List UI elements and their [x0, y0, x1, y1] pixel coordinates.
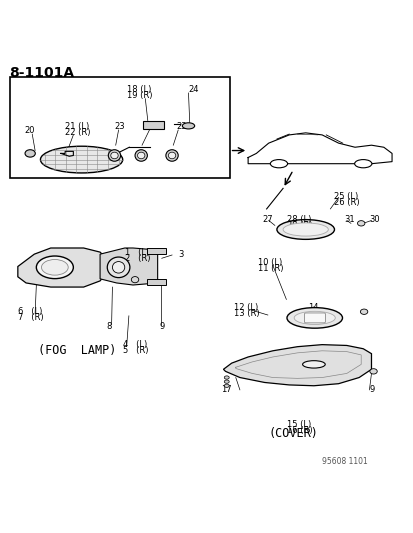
Text: 26 (R): 26 (R)	[334, 198, 359, 207]
Bar	[143, 120, 164, 129]
Text: 24: 24	[188, 85, 199, 94]
Text: 15 (L): 15 (L)	[287, 421, 311, 429]
Text: 7   (R): 7 (R)	[18, 313, 43, 322]
Ellipse shape	[111, 152, 118, 159]
Text: 9: 9	[159, 321, 164, 330]
Text: 21 (L): 21 (L)	[65, 122, 89, 131]
Text: 25 (L): 25 (L)	[334, 192, 358, 201]
Ellipse shape	[224, 384, 229, 387]
Text: 23: 23	[114, 122, 125, 131]
Ellipse shape	[107, 257, 130, 278]
Text: 1   (L): 1 (L)	[124, 248, 149, 256]
Bar	[9, 77, 229, 178]
Text: 11 (R): 11 (R)	[258, 264, 283, 273]
Ellipse shape	[166, 150, 178, 161]
Text: 17: 17	[221, 385, 231, 394]
Ellipse shape	[108, 150, 120, 161]
Bar	[147, 279, 166, 285]
Ellipse shape	[224, 376, 229, 379]
Text: 12 (L): 12 (L)	[233, 303, 257, 312]
Text: 30: 30	[368, 215, 379, 224]
Ellipse shape	[270, 159, 287, 168]
Text: 13 (R): 13 (R)	[233, 309, 259, 318]
Text: 22 (R): 22 (R)	[65, 128, 90, 138]
FancyBboxPatch shape	[304, 313, 325, 323]
Ellipse shape	[286, 308, 342, 328]
Text: 23: 23	[145, 122, 156, 131]
Ellipse shape	[302, 361, 325, 368]
Ellipse shape	[40, 146, 122, 173]
Text: 9: 9	[368, 385, 374, 394]
Ellipse shape	[137, 152, 145, 159]
Text: 31: 31	[344, 215, 354, 224]
Text: 23: 23	[176, 122, 186, 131]
Text: 14: 14	[307, 303, 318, 312]
Polygon shape	[223, 345, 370, 386]
Text: 28 (L): 28 (L)	[287, 215, 311, 224]
Ellipse shape	[276, 220, 334, 239]
Text: 16 (R): 16 (R)	[287, 426, 312, 435]
Ellipse shape	[168, 152, 176, 159]
Text: 18 (L): 18 (L)	[126, 85, 151, 94]
Text: 8: 8	[106, 321, 112, 330]
Ellipse shape	[294, 311, 335, 325]
Ellipse shape	[359, 309, 367, 314]
Text: 95608 1101: 95608 1101	[321, 457, 367, 466]
Text: (FOG  LAMP): (FOG LAMP)	[38, 344, 116, 357]
Polygon shape	[100, 248, 157, 285]
Ellipse shape	[224, 380, 229, 383]
Text: 29 (R): 29 (R)	[287, 221, 312, 230]
Text: 20: 20	[24, 126, 34, 135]
Text: 27: 27	[262, 215, 273, 224]
Ellipse shape	[282, 223, 328, 236]
Text: (COVER): (COVER)	[268, 426, 318, 440]
Ellipse shape	[135, 150, 147, 161]
Ellipse shape	[131, 277, 138, 282]
Text: 5   (R): 5 (R)	[122, 346, 148, 356]
Ellipse shape	[112, 262, 124, 273]
Ellipse shape	[36, 256, 73, 279]
Ellipse shape	[41, 260, 68, 275]
Ellipse shape	[357, 221, 364, 226]
Polygon shape	[18, 248, 108, 287]
Text: 4   (L): 4 (L)	[122, 340, 147, 349]
Ellipse shape	[354, 159, 371, 168]
Ellipse shape	[182, 123, 194, 129]
Ellipse shape	[369, 369, 376, 374]
Text: 6   (L): 6 (L)	[18, 307, 42, 316]
Ellipse shape	[25, 150, 35, 157]
Text: 2   (R): 2 (R)	[124, 254, 150, 263]
Bar	[147, 248, 166, 254]
Text: 8-1101A: 8-1101A	[9, 66, 75, 80]
Text: 10 (L): 10 (L)	[258, 258, 282, 267]
Text: 3: 3	[178, 249, 183, 259]
Text: 19 (R): 19 (R)	[126, 91, 152, 100]
